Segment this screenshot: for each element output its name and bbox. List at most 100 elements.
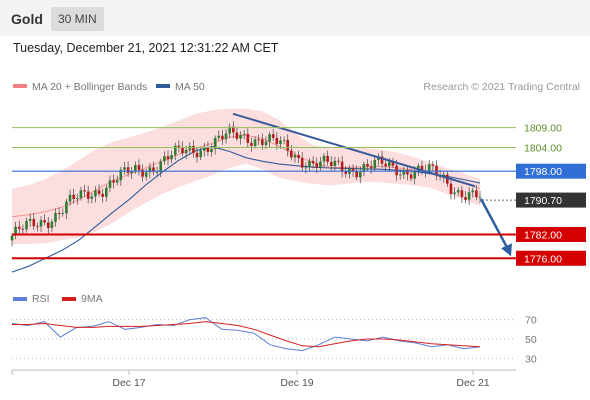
credit-text: Research © 2021 Trading Central <box>423 81 580 93</box>
bollinger-band <box>12 108 480 245</box>
candle-body <box>163 156 166 162</box>
candle-body <box>43 220 46 223</box>
candle-body <box>90 196 94 199</box>
candle-body <box>268 134 271 142</box>
candle-body <box>264 141 268 145</box>
candle-body <box>192 146 195 153</box>
candle-body <box>257 139 260 141</box>
candle-body <box>300 158 304 168</box>
candle-body <box>246 134 250 143</box>
candle-body <box>235 132 239 139</box>
x-tick-label: Dec 21 <box>456 377 489 389</box>
forecast-arrow-shaft <box>479 198 510 250</box>
candle-body <box>83 190 86 192</box>
timeframe-badge[interactable]: 30 MIN <box>51 7 104 31</box>
candle-body <box>344 171 348 174</box>
datetime-label: Tuesday, December 21, 2021 12:31:22 AM C… <box>13 41 279 55</box>
candle-body <box>467 192 471 200</box>
candle-body <box>271 134 275 138</box>
price-plot <box>10 108 512 273</box>
candle-body <box>79 190 83 199</box>
candle-body <box>398 174 402 176</box>
candle-body <box>293 154 297 158</box>
candle-body <box>456 190 460 193</box>
candle-body <box>61 213 65 214</box>
candle-body <box>435 165 438 176</box>
candle-body <box>28 218 32 221</box>
candle-body <box>250 142 253 146</box>
candle-body <box>362 164 366 172</box>
candle-body <box>384 163 387 167</box>
candle-body <box>115 180 119 183</box>
candle-body <box>126 167 130 173</box>
pivot-label: 1798.00 <box>524 166 562 178</box>
ma50-legend-swatch <box>156 84 170 88</box>
candle-body <box>32 218 36 227</box>
candle-body <box>36 226 39 227</box>
candle-body <box>217 135 221 138</box>
ma20-legend-label: MA 20 + Bollinger Bands <box>32 81 147 93</box>
candle-body <box>475 190 478 198</box>
support-label: 1776.00 <box>524 253 562 265</box>
candle-body <box>155 171 159 173</box>
candle-body <box>471 190 474 193</box>
forecast-arrow-head <box>501 243 512 257</box>
candle-body <box>206 147 210 152</box>
candle-body <box>453 192 456 194</box>
candle-body <box>279 140 282 144</box>
candle-body <box>25 220 28 230</box>
candle-body <box>308 160 311 168</box>
candle-body <box>290 150 293 158</box>
candle-body <box>14 226 17 236</box>
candle-body <box>409 174 413 179</box>
header-bar: Gold 30 MIN <box>0 0 590 36</box>
candle-body <box>402 169 406 175</box>
ma9-legend-label: 9MA <box>81 293 103 305</box>
candle-body <box>152 167 155 172</box>
resistance-label: 1804.00 <box>524 142 562 154</box>
x-tick-label: Dec 17 <box>112 377 145 389</box>
candle-body <box>449 183 453 194</box>
candle-body <box>166 156 170 160</box>
candle-body <box>21 228 25 230</box>
candle-body <box>130 170 133 173</box>
candle-body <box>359 171 362 178</box>
candle-body <box>340 161 344 172</box>
candle-body <box>311 160 315 164</box>
ma50-line <box>11 146 481 273</box>
candle-body <box>18 226 21 229</box>
candle-body <box>388 161 391 167</box>
candle-body <box>373 159 377 169</box>
candle-body <box>203 147 206 151</box>
candle-body <box>101 193 104 197</box>
candle-body <box>68 194 72 202</box>
candle-body <box>319 161 322 168</box>
candle-body <box>144 172 148 177</box>
last-price-label: 1790.70 <box>524 195 562 207</box>
rsi-line <box>11 317 481 352</box>
ma20-legend-swatch <box>13 84 27 88</box>
candle-body <box>442 174 445 177</box>
ma9-legend-swatch <box>62 297 76 301</box>
rsi-legend-label: RSI <box>32 293 50 305</box>
candle-body <box>253 139 257 146</box>
candle-body <box>282 139 286 141</box>
candle-body <box>181 147 184 154</box>
candle-body <box>47 222 50 228</box>
candle-body <box>369 166 373 169</box>
candle-body <box>391 161 395 166</box>
candle-body <box>337 160 340 162</box>
candle-body <box>460 190 464 198</box>
candle-body <box>304 167 308 169</box>
candle-body <box>54 213 57 222</box>
candle-body <box>105 187 108 197</box>
candle-body <box>148 167 152 173</box>
candle-body <box>86 191 90 199</box>
rsi-tick-label: 30 <box>525 353 537 365</box>
candle-body <box>239 134 242 139</box>
candle-body <box>380 156 384 164</box>
candle-body <box>213 137 217 149</box>
support-label-bg <box>516 227 586 243</box>
asset-title: Gold <box>11 11 43 27</box>
